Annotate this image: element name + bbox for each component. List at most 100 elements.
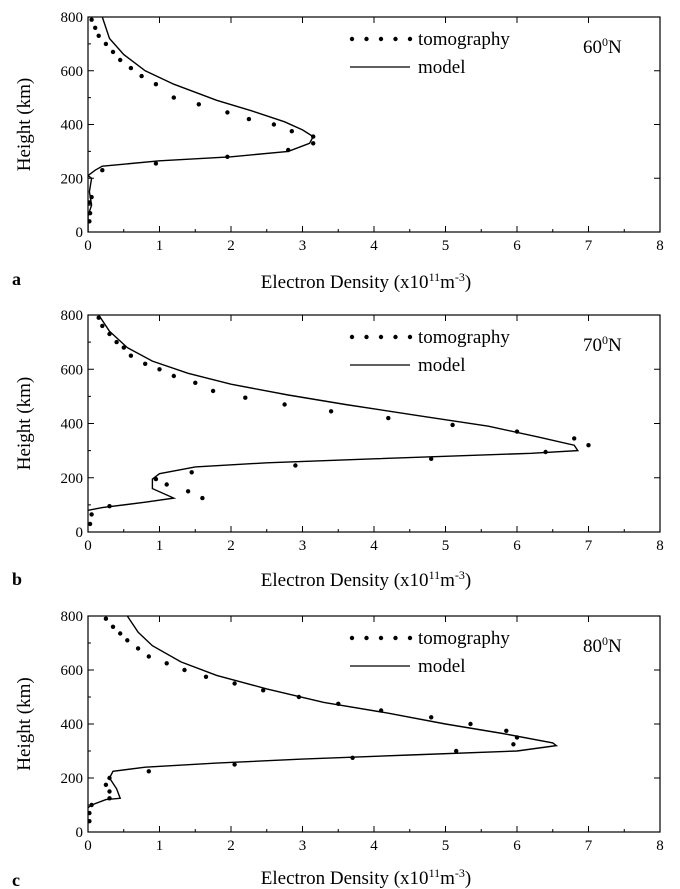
x-tick-label: 2 <box>227 238 235 254</box>
tomography-point <box>203 674 209 679</box>
tomography-point <box>100 323 105 329</box>
tomography-point <box>511 742 516 747</box>
tomography-point <box>386 415 391 421</box>
x-tick-label: 8 <box>656 838 664 854</box>
latitude-label: 600N <box>583 35 622 58</box>
latitude-value: 60 <box>583 37 602 58</box>
latitude-value: 70 <box>583 335 602 356</box>
x-tick-label: 7 <box>585 238 593 254</box>
x-axis-title-text: Electron Density (x10 <box>261 868 429 889</box>
tomography-point <box>196 102 201 107</box>
x-tick-label: 7 <box>585 538 593 554</box>
x-tick-label: 4 <box>370 838 378 854</box>
y-tick-label: 0 <box>76 225 84 241</box>
tomography-point <box>88 521 93 527</box>
x-tick-label: 6 <box>513 538 521 554</box>
tomography-point <box>454 748 459 754</box>
x-axis-title-end: ) <box>465 868 471 889</box>
legend-label-tomography: tomography <box>418 327 510 348</box>
model-line <box>88 616 559 809</box>
tomography-point <box>328 409 334 414</box>
latitude-value: 80 <box>583 636 602 657</box>
x-tick-label: 2 <box>227 538 235 554</box>
tomography-point <box>153 82 159 87</box>
legend-dot <box>378 635 384 641</box>
model-line <box>88 17 315 232</box>
legend-dot <box>393 635 398 641</box>
plot-frame <box>87 16 661 233</box>
tomography-point <box>146 769 151 774</box>
x-tick-label: 7 <box>585 838 593 854</box>
tomography-point <box>232 762 237 767</box>
y-axis-title: Height (km) <box>14 377 35 470</box>
x-tick-label: 0 <box>84 238 92 254</box>
x-tick-label: 1 <box>156 838 164 854</box>
tomography-point <box>88 219 92 224</box>
tomography-point <box>110 49 116 55</box>
x-tick-label: 5 <box>442 238 450 254</box>
x-tick-label: 6 <box>513 838 521 854</box>
x-tick-label: 3 <box>299 238 307 254</box>
x-axis-title-text: Electron Density (x10 <box>261 570 429 591</box>
y-tick-label: 800 <box>61 609 84 625</box>
tomography-point <box>282 402 287 407</box>
tomography-point <box>88 810 92 816</box>
latitude-hemisphere: N <box>608 636 622 657</box>
latitude-degree: 0 <box>602 333 608 347</box>
tomography-point <box>243 395 248 400</box>
y-tick-label: 600 <box>61 64 84 80</box>
legend-dot <box>393 36 398 42</box>
y-tick-label: 200 <box>61 771 84 787</box>
x-tick-label: 3 <box>299 538 307 554</box>
tomography-point <box>125 638 130 643</box>
plot-frame <box>87 314 661 533</box>
tomography-point <box>586 443 591 448</box>
x-tick-label: 6 <box>513 238 521 254</box>
tomography-point <box>93 25 98 30</box>
tomography-point <box>171 373 176 379</box>
x-tick-label: 8 <box>656 538 664 554</box>
x-tick-label: 5 <box>442 838 450 854</box>
legend-dot <box>364 635 369 641</box>
x-tick-label: 0 <box>84 538 92 554</box>
legend-dot <box>378 36 384 42</box>
tomography-point <box>261 688 266 693</box>
tomography-point <box>89 17 94 22</box>
y-tick-label: 200 <box>61 471 84 487</box>
tomography-point <box>185 489 191 494</box>
x-tick-label: 4 <box>370 538 378 554</box>
model-line <box>88 315 580 511</box>
latitude-hemisphere: N <box>608 335 622 356</box>
latitude-degree: 0 <box>602 35 608 49</box>
tomography-point <box>572 436 577 441</box>
x-axis-title-end: ) <box>465 272 471 293</box>
y-tick-label: 400 <box>61 118 84 134</box>
legend-dot <box>364 334 369 340</box>
legend-dot <box>393 334 398 340</box>
tomography-point <box>128 65 134 71</box>
tomography-point <box>210 388 216 394</box>
latitude-degree: 0 <box>602 634 608 648</box>
tomography-point <box>146 654 151 659</box>
legend-label-tomography: tomography <box>418 29 510 50</box>
panel-letter: c <box>12 870 20 889</box>
tomography-point <box>289 129 294 134</box>
x-axis-title-sup: 11 <box>429 866 441 880</box>
tomography-point <box>193 380 198 385</box>
tomography-point <box>89 512 94 517</box>
tomography-point <box>182 667 187 673</box>
legend-dot <box>349 635 355 641</box>
legend-dot <box>378 334 384 340</box>
y-tick-label: 200 <box>61 171 84 187</box>
x-axis-title-sup: -3 <box>455 866 465 880</box>
x-axis-title-text: Electron Density (x10 <box>261 272 429 293</box>
x-tick-label: 2 <box>227 838 235 854</box>
legend-label-tomography: tomography <box>418 628 510 649</box>
y-tick-label: 600 <box>61 663 84 679</box>
x-axis-title-unit: m <box>440 272 455 293</box>
tomography-point <box>96 33 101 38</box>
y-tick-label: 800 <box>61 10 84 26</box>
x-tick-label: 4 <box>370 238 378 254</box>
tomography-point <box>114 339 119 345</box>
